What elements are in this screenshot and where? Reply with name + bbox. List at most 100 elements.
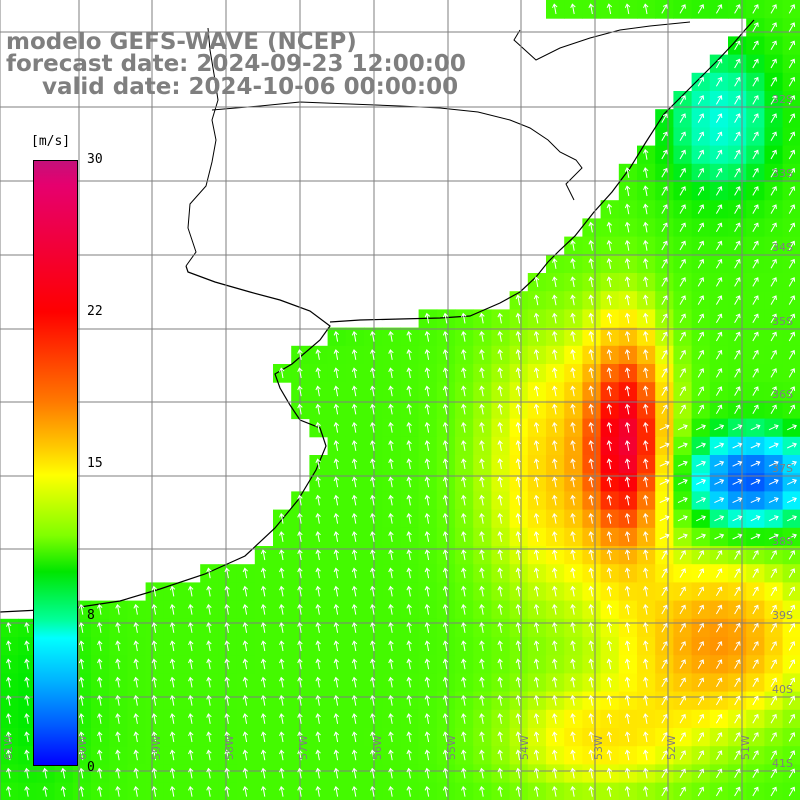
wind-arrow: [535, 495, 539, 506]
wind-arrow: [408, 440, 411, 451]
wind-arrow: [389, 349, 393, 360]
colorbar-tick-15: 15: [87, 456, 103, 471]
wind-arrow: [517, 422, 521, 433]
wind-arrow: [788, 150, 795, 160]
wind-arrow: [644, 586, 648, 597]
wind-arrow: [317, 550, 320, 561]
wind-arrow-head: [790, 750, 796, 755]
wind-arrow: [695, 497, 706, 504]
wind-arrow-head: [406, 585, 412, 591]
wind-arrow-head: [717, 240, 723, 246]
lon-label: 60W: [76, 735, 89, 760]
wind-arrow: [679, 150, 686, 160]
wind-arrow-head: [388, 330, 394, 336]
wind-arrow-head: [606, 258, 613, 263]
wind-arrow-head: [533, 658, 540, 664]
wind-arrow: [770, 204, 777, 214]
wind-arrow-head: [699, 622, 705, 628]
wind-arrow: [590, 750, 593, 761]
wind-arrow-head: [351, 385, 358, 391]
wind-arrow: [98, 622, 102, 633]
wind-arrow-head: [388, 549, 394, 555]
wind-arrow: [734, 277, 741, 287]
wind-arrow-head: [570, 312, 576, 318]
wind-arrow-head: [699, 167, 705, 173]
wind-arrow: [679, 131, 686, 142]
wind-arrow-head: [588, 3, 594, 9]
wind-arrow-head: [606, 349, 613, 354]
wind-arrow-head: [315, 512, 321, 518]
wind-arrow-head: [570, 640, 576, 646]
wind-arrow: [189, 768, 193, 779]
wind-arrow: [408, 732, 411, 743]
wind-arrow: [734, 350, 741, 360]
wind-arrow-head: [737, 442, 743, 448]
wind-arrow: [714, 534, 724, 540]
wind-arrow: [371, 713, 375, 724]
wind-arrow: [788, 714, 795, 724]
wind-arrow-head: [533, 385, 540, 391]
wind-arrow: [626, 459, 630, 470]
wind-arrow-head: [570, 603, 576, 609]
wind-arrow: [770, 568, 777, 578]
wind-arrow-head: [78, 713, 85, 718]
wind-arrow: [371, 531, 375, 542]
wind-arrow: [608, 368, 612, 379]
wind-arrow: [116, 786, 120, 797]
wind-arrow: [788, 550, 795, 560]
wind-arrow-head: [497, 567, 503, 573]
wind-arrow-head: [206, 713, 212, 718]
wind-arrow: [752, 696, 759, 706]
wind-arrow: [389, 331, 393, 342]
wind-arrow: [734, 332, 741, 342]
wind-arrow-head: [681, 368, 686, 373]
wind-arrow: [226, 750, 229, 761]
wind-arrow: [679, 168, 686, 178]
wind-arrow-head: [515, 349, 522, 354]
wind-arrow: [25, 677, 29, 688]
wind-arrow: [608, 677, 612, 688]
wind-arrow: [590, 550, 593, 561]
wind-arrow: [626, 768, 630, 779]
wind-arrow-head: [588, 312, 594, 318]
wind-arrow: [752, 623, 759, 633]
wind-arrow: [444, 386, 448, 397]
wind-arrow-head: [624, 276, 631, 282]
wind-arrow: [408, 531, 411, 542]
wind-arrow: [788, 313, 795, 324]
wind-arrow-head: [772, 349, 777, 355]
wind-arrow-head: [624, 294, 631, 300]
wind-arrow: [499, 713, 502, 724]
wind-arrow: [535, 695, 539, 706]
wind-arrow: [98, 713, 102, 724]
wind-arrow-head: [790, 95, 796, 100]
wind-arrow-head: [351, 603, 358, 609]
wind-arrow-head: [588, 476, 594, 482]
wind-arrow-head: [643, 512, 649, 518]
wind-arrow: [444, 695, 448, 706]
wind-arrow-head: [260, 767, 267, 773]
wind-arrow: [697, 295, 704, 305]
wind-arrow-head: [772, 331, 777, 337]
wind-arrow-head: [97, 713, 103, 718]
wind-arrow: [553, 695, 557, 706]
wind-arrow-head: [570, 749, 576, 755]
wind-arrow-head: [753, 95, 759, 100]
wind-arrow: [752, 368, 759, 378]
wind-arrow-head: [701, 515, 706, 521]
wind-arrow: [171, 695, 175, 706]
wind-arrow: [679, 186, 686, 196]
wind-arrow-head: [735, 149, 741, 155]
wind-arrow-head: [533, 567, 540, 573]
wind-arrow: [752, 568, 759, 578]
wind-arrow-head: [643, 367, 649, 373]
wind-arrow-head: [681, 95, 686, 100]
wind-arrow: [590, 222, 593, 233]
wind-arrow-head: [206, 640, 212, 646]
wind-arrow-head: [370, 403, 376, 409]
wind-arrow: [732, 516, 742, 522]
wind-arrow-head: [406, 476, 412, 482]
wind-arrow-head: [790, 568, 796, 573]
wind-arrow-head: [606, 512, 613, 518]
wind-arrow-head: [681, 113, 686, 118]
